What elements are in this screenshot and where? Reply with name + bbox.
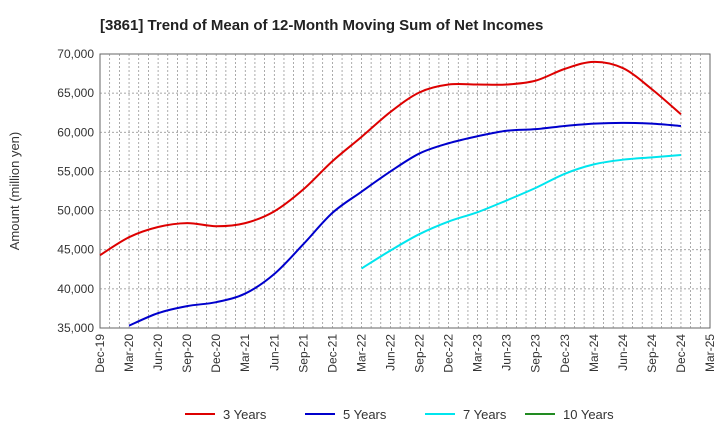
x-tick-label: Sep-20 [180,334,194,373]
x-tick-label: Sep-23 [529,334,543,373]
y-tick-label: 60,000 [57,125,94,139]
y-tick-label: 35,000 [57,321,94,335]
x-tick-label: Mar-23 [471,334,485,372]
x-tick-label: Dec-21 [325,334,339,373]
series-line-7-years [360,153,682,270]
y-tick-label: 65,000 [57,86,94,100]
x-tick-label: Jun-23 [500,334,514,371]
y-axis-label: Amount (million yen) [7,132,22,251]
series-lines [99,60,682,327]
x-tick-label: Mar-24 [587,334,601,372]
y-tick-label: 50,000 [57,204,94,218]
y-tick-label: 55,000 [57,164,94,178]
legend-label: 3 Years [223,407,267,422]
plot-area [99,53,711,329]
gridlines [100,54,710,328]
series-line-5-years [128,121,682,327]
x-tick-label: Mar-21 [238,334,252,372]
x-tick-label: Jun-21 [267,334,281,371]
x-tick-label: Dec-22 [442,334,456,373]
legend-label: 10 Years [563,407,614,422]
x-tick-label: Jun-22 [383,334,397,371]
series-line-3-years [99,60,682,257]
x-tick-label: Dec-24 [674,334,688,373]
legend-label: 5 Years [343,407,387,422]
x-tick-label: Jun-24 [616,334,630,371]
x-tick-label: Sep-24 [645,334,659,373]
y-axis-ticks: 35,000 40,000 45,000 50,000 55,000 60,000 65,0… [57,47,94,335]
y-tick-label: 40,000 [57,282,94,296]
legend-label: 7 Years [463,407,507,422]
y-tick-label: 45,000 [57,243,94,257]
x-tick-label: Mar-25 [703,334,717,372]
x-tick-label: Dec-20 [209,334,223,373]
legend: 3 Years 5 Years 7 Years 10 Years [185,407,614,422]
x-tick-label: Sep-22 [413,334,427,373]
x-tick-label: Mar-20 [122,334,136,372]
x-tick-label: Sep-21 [296,334,310,373]
y-tick-label: 70,000 [57,47,94,61]
chart-title: [3861] Trend of Mean of 12-Month Moving … [100,17,543,34]
x-tick-label: Mar-22 [354,334,368,372]
x-tick-label: Dec-19 [93,334,107,373]
x-axis-ticks: Dec-19 Mar-20 Jun-20 Sep-20 Dec-20 Mar-21 Jun-… [93,334,717,373]
x-tick-label: Jun-20 [151,334,165,371]
x-tick-label: Dec-23 [558,334,572,373]
